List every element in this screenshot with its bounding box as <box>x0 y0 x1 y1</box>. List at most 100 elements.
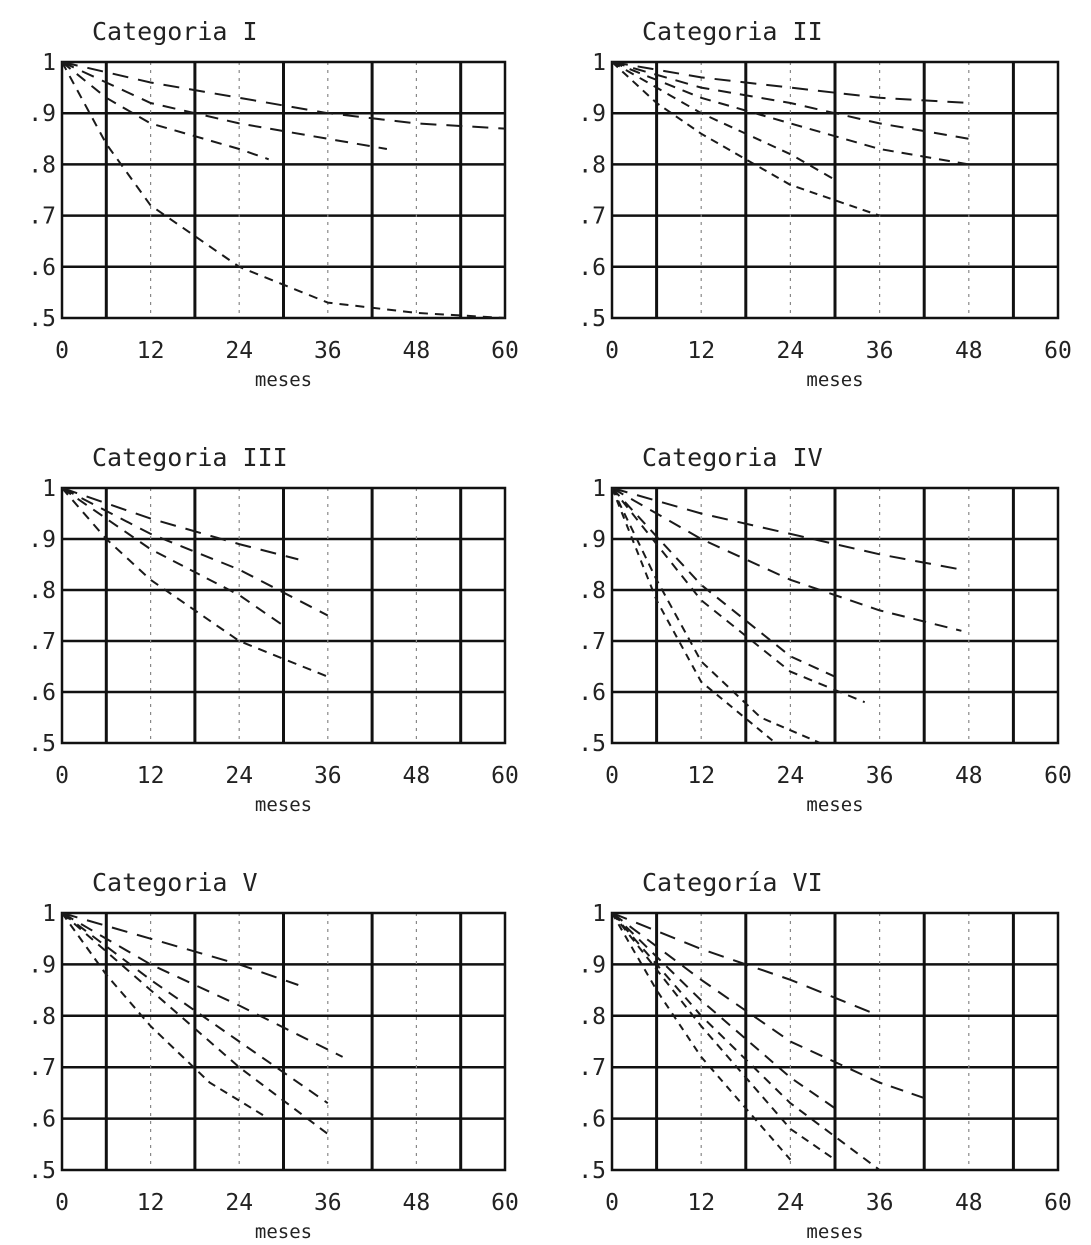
series-line-3 <box>61 61 270 161</box>
chart-title: Categoria III <box>92 443 288 472</box>
series-line-6 <box>611 487 777 744</box>
y-tick-label: 1 <box>42 50 56 76</box>
plot-frame <box>610 486 1060 745</box>
y-tick-label: .6 <box>578 680 606 706</box>
x-axis-label: meses <box>255 1221 312 1243</box>
y-tick-label: .8 <box>28 1004 56 1030</box>
series-line-1 <box>611 61 969 104</box>
y-tick-label: 1 <box>42 901 56 927</box>
chart-panel-6: Categoría VI 1 .9 .8 .7 .6 .5 0 12 24 36 48 60 meses <box>578 868 1072 1243</box>
y-tick-label: .9 <box>578 101 606 127</box>
plot-frame <box>610 60 1060 320</box>
y-tick-label: 1 <box>592 476 606 502</box>
series-line-5 <box>611 912 836 1161</box>
series-line-2 <box>61 487 329 617</box>
x-tick-label: 12 <box>137 763 165 789</box>
x-tick-label: 60 <box>1044 338 1072 364</box>
series-line-4 <box>61 912 329 1135</box>
y-tick-label: 1 <box>592 901 606 927</box>
y-tick-label: .7 <box>578 1055 606 1081</box>
series-line-1 <box>611 912 880 1017</box>
chart-title: Categoria II <box>642 17 823 46</box>
chart-title: Categoria V <box>92 868 258 897</box>
x-tick-label: 0 <box>55 1190 69 1216</box>
plot-frame <box>610 911 1060 1172</box>
y-tick-label: .5 <box>28 1158 56 1184</box>
y-tick-label: .8 <box>578 578 606 604</box>
x-tick-label: 0 <box>605 338 619 364</box>
y-tick-label: .5 <box>578 731 606 757</box>
x-tick-label: 12 <box>137 338 165 364</box>
x-tick-label: 24 <box>225 1190 253 1216</box>
y-tick-label: .5 <box>28 731 56 757</box>
y-tick-label: .6 <box>28 680 56 706</box>
x-tick-label: 0 <box>605 1190 619 1216</box>
x-tick-label: 24 <box>777 763 805 789</box>
x-tick-label: 12 <box>137 1190 165 1216</box>
y-tick-label: .8 <box>28 578 56 604</box>
y-tick-label: 1 <box>42 476 56 502</box>
series-line-4 <box>611 61 836 181</box>
x-tick-label: 36 <box>314 338 342 364</box>
plot-frame <box>60 60 507 320</box>
series-line-2 <box>611 487 962 632</box>
x-tick-label: 36 <box>314 1190 342 1216</box>
y-tick-label: .9 <box>28 527 56 553</box>
x-axis-label: meses <box>255 794 312 816</box>
x-tick-label: 60 <box>491 1190 519 1216</box>
x-tick-label: 60 <box>491 763 519 789</box>
y-tick-label: .9 <box>578 952 606 978</box>
x-tick-label: 12 <box>687 338 715 364</box>
y-tick-label: .7 <box>28 629 56 655</box>
x-tick-label: 60 <box>1044 1190 1072 1216</box>
chart-panel-3: Categoria III 1 .9 .8 .7 .6 .5 0 12 24 36 48 60 meses <box>28 443 519 816</box>
x-axis-label: meses <box>806 794 863 816</box>
x-tick-label: 0 <box>55 763 69 789</box>
series-line-4 <box>61 61 506 319</box>
y-tick-label: .9 <box>578 527 606 553</box>
y-tick-label: .6 <box>578 255 606 281</box>
series-line-2 <box>61 912 344 1058</box>
series-line-5 <box>611 487 821 744</box>
series-line-2 <box>61 61 388 150</box>
chart-title: Categoría VI <box>642 868 823 897</box>
x-tick-label: 24 <box>777 338 805 364</box>
series-line-3 <box>61 912 329 1105</box>
series-line-3 <box>611 487 836 678</box>
y-tick-label: .5 <box>28 306 56 332</box>
chart-panel-5: Categoria V 1 .9 .8 .7 .6 .5 0 12 24 36 48 60 meses <box>28 868 519 1243</box>
plot-frame <box>60 486 507 745</box>
chart-panel-2: Categoria II 1 .9 .8 .7 .6 .5 0 12 24 36 48 60 meses <box>578 17 1072 391</box>
series-line-1 <box>61 487 299 561</box>
series-line-1 <box>61 912 299 986</box>
series-line-3 <box>61 487 285 627</box>
plot-frame <box>60 911 507 1172</box>
x-tick-label: 0 <box>605 763 619 789</box>
x-tick-label: 48 <box>955 763 983 789</box>
y-tick-label: .7 <box>28 1055 56 1081</box>
y-tick-label: .5 <box>578 306 606 332</box>
x-tick-label: 24 <box>225 763 253 789</box>
y-tick-label: .6 <box>578 1107 606 1133</box>
x-tick-label: 36 <box>314 763 342 789</box>
y-tick-label: .6 <box>28 1107 56 1133</box>
x-tick-label: 12 <box>687 763 715 789</box>
series-line-4 <box>611 487 866 704</box>
x-axis-label: meses <box>806 1221 863 1243</box>
y-tick-label: .9 <box>28 101 56 127</box>
series-line-5 <box>611 61 880 217</box>
x-tick-label: 48 <box>403 1190 431 1216</box>
x-tick-label: 36 <box>866 338 894 364</box>
x-tick-label: 24 <box>777 1190 805 1216</box>
y-tick-label: .8 <box>578 152 606 178</box>
y-tick-label: .8 <box>28 152 56 178</box>
x-axis-label: meses <box>806 369 863 391</box>
x-tick-label: 36 <box>866 763 894 789</box>
x-tick-label: 48 <box>955 1190 983 1216</box>
chart-title: Categoria IV <box>642 443 823 472</box>
series-line-2 <box>611 912 925 1099</box>
x-tick-label: 48 <box>403 338 431 364</box>
x-axis-label: meses <box>255 369 312 391</box>
y-tick-label: .5 <box>578 1158 606 1184</box>
y-tick-label: .8 <box>578 1004 606 1030</box>
